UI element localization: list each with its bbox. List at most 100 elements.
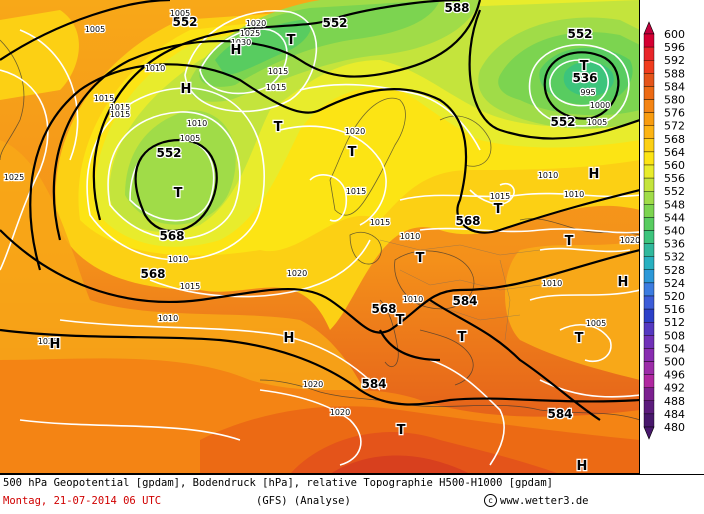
pressure-label: 1030 <box>231 38 251 47</box>
legend-swatch <box>643 73 655 87</box>
field-588 <box>331 455 469 473</box>
field-548 <box>125 110 236 225</box>
legend-swatch <box>643 190 655 205</box>
legend-swatch <box>643 361 655 375</box>
legend-label: 548 <box>664 198 685 211</box>
legend-arrow-bottom <box>643 426 655 440</box>
pressure-label: 1000 <box>590 101 610 110</box>
pressure-label: 1015 <box>266 83 286 92</box>
legend-swatch <box>643 99 655 113</box>
pressure-label: 1015 <box>110 103 130 112</box>
map-canvas: 552 552 588 552 536 552 552 568 568 568 584 568 584 5… <box>0 0 639 474</box>
pressure-label: 1020 <box>303 380 323 389</box>
geopotential-label: 588 <box>444 1 469 15</box>
legend-label: 536 <box>664 238 685 251</box>
legend-label: 500 <box>664 356 685 369</box>
legend-swatch <box>643 164 655 179</box>
pressure-label: 1010 <box>400 232 420 241</box>
legend-label: 580 <box>664 94 685 107</box>
map-date: Montag, 21-07-2014 06 UTC <box>3 495 162 507</box>
geopotential-label: 552 <box>322 16 347 30</box>
pressure-label: 1025 <box>38 337 58 346</box>
high-pressure-marker: H <box>181 82 192 97</box>
pressure-label: 1015 <box>268 67 288 76</box>
legend-label: 532 <box>664 251 685 264</box>
high-pressure-marker: H <box>577 459 588 474</box>
field-544 <box>199 0 440 87</box>
legend-label: 512 <box>664 316 685 329</box>
pressure-label: 1010 <box>158 314 178 323</box>
legend-swatch <box>643 217 655 231</box>
pressure-label: 1025 <box>4 173 24 182</box>
legend-label: 568 <box>664 133 685 146</box>
pressure-label: 1010 <box>168 255 188 264</box>
pressure-label: 1020 <box>246 19 266 28</box>
low-pressure-marker: T <box>348 145 357 160</box>
legend-swatch <box>643 112 655 126</box>
pressure-label: 1010 <box>187 119 207 128</box>
field-572-east <box>505 240 639 380</box>
copyright-text[interactable]: www.wetter3.de <box>500 494 589 507</box>
geopotential-label: 552 <box>172 15 197 29</box>
legend-label: 584 <box>664 80 685 93</box>
pressure-label: 1015 <box>94 94 114 103</box>
pressure-label: 1010 <box>564 190 584 199</box>
geopotential-label: 552 <box>550 115 575 129</box>
legend-arrow-top <box>643 21 655 35</box>
legend-swatch <box>643 204 655 218</box>
high-pressure-marker: H <box>284 331 295 346</box>
pressure-label: 1010 <box>538 171 558 180</box>
high-pressure-marker: H <box>50 337 61 352</box>
geopotential-label: 568 <box>455 214 480 228</box>
legend-label: 588 <box>664 67 685 80</box>
legend-swatch <box>643 177 655 192</box>
legend-swatch <box>643 33 655 48</box>
legend-label: 564 <box>664 146 685 159</box>
geopotential-label: 552 <box>156 146 181 160</box>
pressure-label: 1020 <box>330 408 350 417</box>
legend-label: 528 <box>664 264 685 277</box>
pressure-label: 1015 <box>490 192 510 201</box>
low-pressure-marker: T <box>580 59 589 74</box>
legend-swatch <box>643 151 655 166</box>
legend-label: 544 <box>664 211 685 224</box>
pressure-label: 1010 <box>542 279 562 288</box>
map-footer: 500 hPa Geopotential [gpdam], Bodendruck… <box>0 474 704 514</box>
legend-label: 556 <box>664 172 685 185</box>
model-label: (GFS) (Analyse) <box>256 495 351 507</box>
legend-swatch <box>643 400 655 415</box>
pressure-label: 1010 <box>145 64 165 73</box>
legend-label: 480 <box>664 421 685 434</box>
legend-swatch <box>643 413 655 428</box>
legend-canvas: 6005965925885845805765725685645605565525… <box>643 21 685 440</box>
legend-swatch <box>643 269 655 284</box>
legend-swatch <box>643 308 655 323</box>
geopotential-label: 568 <box>140 267 165 281</box>
legend-label: 596 <box>664 41 685 54</box>
legend-label: 540 <box>664 225 685 238</box>
pressure-label: 1025 <box>240 29 260 38</box>
low-pressure-marker: T <box>287 33 296 48</box>
legend-swatch <box>643 374 655 388</box>
geopotential-label: 584 <box>547 407 572 421</box>
geopotential-label: 584 <box>361 377 386 391</box>
copyright-icon: c <box>484 494 497 507</box>
pressure-label: 1005 <box>85 25 105 34</box>
map-labels: 552 552 588 552 536 552 552 568 568 568 584 568 584 5… <box>3 0 639 474</box>
high-pressure-marker: H <box>618 275 629 290</box>
legend-swatch <box>643 86 655 100</box>
geopotential-label: 568 <box>371 302 396 316</box>
copyright-notice[interactable]: c www.wetter3.de <box>484 494 589 507</box>
legend-label: 492 <box>664 382 685 395</box>
high-pressure-marker: H <box>589 167 600 182</box>
legend-label: 524 <box>664 277 685 290</box>
low-pressure-marker: T <box>458 330 467 345</box>
isobars <box>0 10 639 466</box>
legend-label: 520 <box>664 290 685 303</box>
color-legend: 600 596 592 588 584 580 576 572 568 564 560 556 552 5… <box>640 0 704 474</box>
legend-label: 572 <box>664 120 685 133</box>
pressure-label: 995 <box>580 88 595 97</box>
low-pressure-marker: T <box>174 186 183 201</box>
legend-swatch <box>643 322 655 336</box>
legend-swatch <box>643 335 655 349</box>
